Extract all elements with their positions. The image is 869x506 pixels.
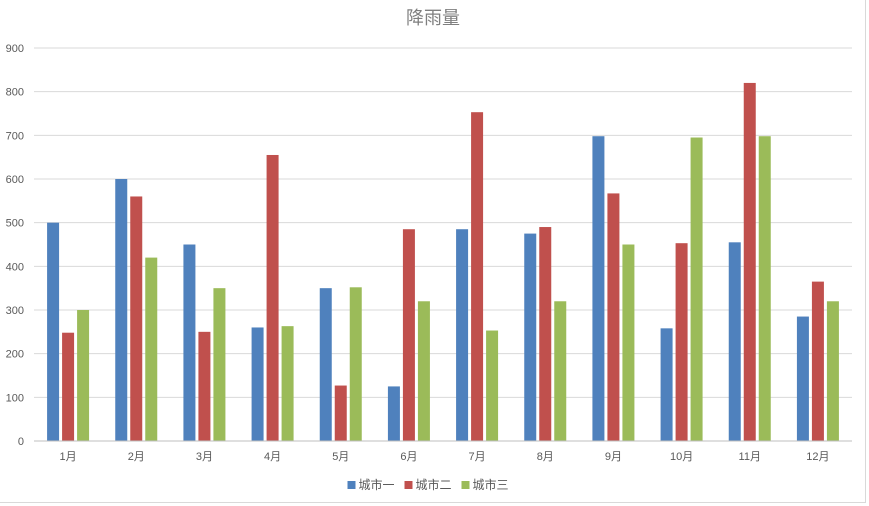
bar: [77, 310, 90, 441]
bar: [811, 281, 824, 441]
bar: [145, 257, 158, 441]
y-tick-label: 700: [6, 130, 24, 142]
bar: [402, 229, 415, 441]
legend-label: 城市三: [473, 477, 509, 492]
y-tick-label: 500: [6, 218, 24, 230]
bar: [471, 112, 484, 441]
x-tick-label: 6月: [400, 451, 417, 463]
bar: [796, 316, 809, 441]
x-tick-label: 12月: [806, 451, 829, 463]
x-tick-label: 9月: [605, 451, 622, 463]
x-tick-label: 7月: [469, 451, 486, 463]
bar: [62, 332, 75, 441]
bar: [281, 326, 294, 441]
y-tick-label: 200: [6, 349, 24, 361]
y-tick-label: 0: [18, 436, 24, 448]
bar: [607, 193, 620, 441]
x-tick-label: 1月: [60, 451, 77, 463]
legend-swatch: [347, 481, 356, 489]
bar: [456, 229, 469, 441]
bar: [675, 243, 688, 441]
bar: [130, 196, 143, 441]
bar: [743, 82, 756, 441]
bar: [198, 331, 211, 441]
bar: [334, 385, 347, 441]
bar: [660, 328, 673, 441]
bar: [183, 244, 196, 441]
y-tick-label: 800: [6, 87, 24, 99]
bar: [622, 244, 635, 441]
bar: [690, 137, 703, 441]
bar: [266, 154, 279, 441]
bar: [486, 330, 499, 441]
legend-swatch: [404, 481, 413, 489]
bar: [758, 136, 771, 441]
bar: [592, 136, 605, 441]
gridlines: [34, 47, 852, 398]
y-tick-label: 300: [6, 305, 24, 317]
bar: [319, 288, 332, 441]
bar: [47, 222, 60, 441]
x-tick-label: 8月: [537, 451, 554, 463]
x-tick-label: 10月: [670, 451, 693, 463]
chart-title: 降雨量: [406, 8, 460, 29]
legend: 城市一 城市二 城市三: [347, 477, 509, 492]
bar: [417, 301, 430, 441]
bar: [554, 301, 567, 441]
x-tick-label: 2月: [128, 451, 145, 463]
bar: [539, 227, 552, 441]
y-tick-label: 900: [6, 43, 24, 55]
bar: [387, 386, 400, 441]
bars: [47, 82, 839, 441]
bar: [251, 327, 264, 441]
legend-swatch: [461, 481, 470, 489]
bar: [115, 179, 128, 441]
x-tick-label: 5月: [332, 451, 349, 463]
bar: [213, 288, 226, 441]
y-tick-label: 400: [6, 261, 24, 273]
y-tick-label: 100: [6, 392, 24, 404]
x-axis-ticks: 1月 2月 3月 4月 5月 6月 7月 8月 9月 10月 11月 12月: [60, 451, 830, 463]
y-axis-ticks: 0 100 200 300 400 500 600 700 800 900: [6, 43, 24, 448]
bar: [349, 287, 362, 441]
legend-label: 城市二: [416, 477, 452, 492]
bar: [826, 301, 839, 441]
x-tick-label: 3月: [196, 451, 213, 463]
bar: [728, 242, 741, 441]
x-tick-label: 4月: [264, 451, 281, 463]
bar: [524, 233, 537, 441]
legend-label: 城市一: [359, 477, 395, 492]
y-tick-label: 600: [6, 174, 24, 186]
x-tick-label: 11月: [739, 451, 761, 463]
